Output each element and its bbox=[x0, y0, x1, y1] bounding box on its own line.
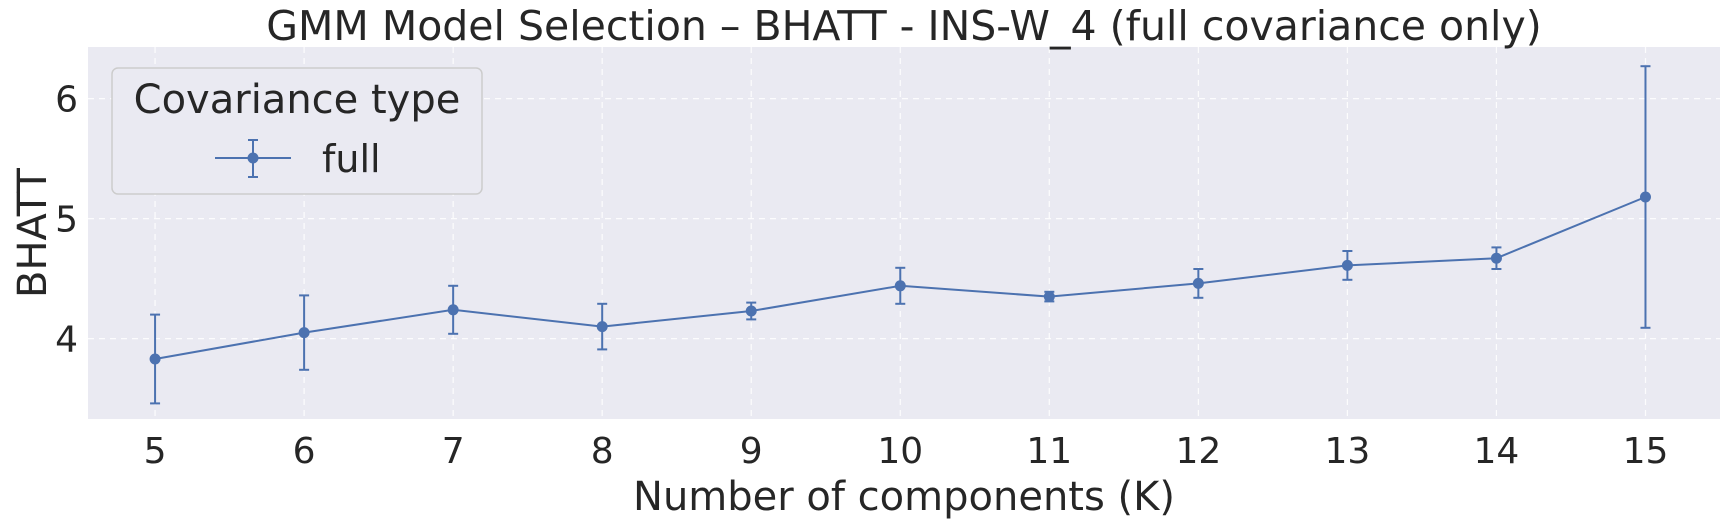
legend-marker bbox=[215, 139, 291, 178]
x-tick-label: 6 bbox=[293, 431, 316, 472]
x-tick-label: 12 bbox=[1175, 431, 1221, 472]
data-point bbox=[1639, 191, 1651, 203]
data-point bbox=[745, 305, 757, 317]
legend: Covariance type full bbox=[111, 67, 483, 195]
x-tick-label: 5 bbox=[144, 431, 167, 472]
series-layer bbox=[149, 65, 1651, 405]
y-axis-title: BHATT bbox=[10, 167, 56, 298]
x-tick-label: 8 bbox=[591, 431, 614, 472]
x-tick-label: 7 bbox=[442, 431, 465, 472]
x-tick-label: 13 bbox=[1324, 431, 1370, 472]
y-tick-label: 5 bbox=[55, 200, 78, 241]
x-tick-label: 10 bbox=[877, 431, 923, 472]
legend-label: full bbox=[322, 137, 381, 181]
x-tick-label: 15 bbox=[1623, 431, 1669, 472]
tick-labels: 5 6 7 8 9 10 11 12 13 14 15 4 5 6 bbox=[55, 80, 1668, 472]
chart-title: GMM Model Selection – BHATT - INS-W_4 (f… bbox=[266, 2, 1541, 50]
y-tick-label: 4 bbox=[55, 320, 78, 361]
data-point bbox=[1043, 291, 1055, 303]
data-point bbox=[1341, 259, 1353, 271]
data-point bbox=[298, 327, 310, 339]
data-point bbox=[596, 321, 608, 333]
y-tick-label: 6 bbox=[55, 80, 78, 121]
legend-point bbox=[247, 152, 259, 164]
data-point bbox=[1192, 277, 1204, 289]
legend-box bbox=[111, 67, 483, 195]
data-point bbox=[149, 353, 161, 365]
data-point bbox=[894, 280, 906, 292]
legend-title: Covariance type bbox=[134, 77, 461, 123]
data-point bbox=[447, 304, 459, 316]
x-axis-title: Number of components (K) bbox=[633, 474, 1175, 520]
x-tick-label: 9 bbox=[740, 431, 763, 472]
x-tick-label: 11 bbox=[1026, 431, 1072, 472]
x-tick-label: 14 bbox=[1474, 431, 1520, 472]
data-point bbox=[1490, 252, 1502, 264]
